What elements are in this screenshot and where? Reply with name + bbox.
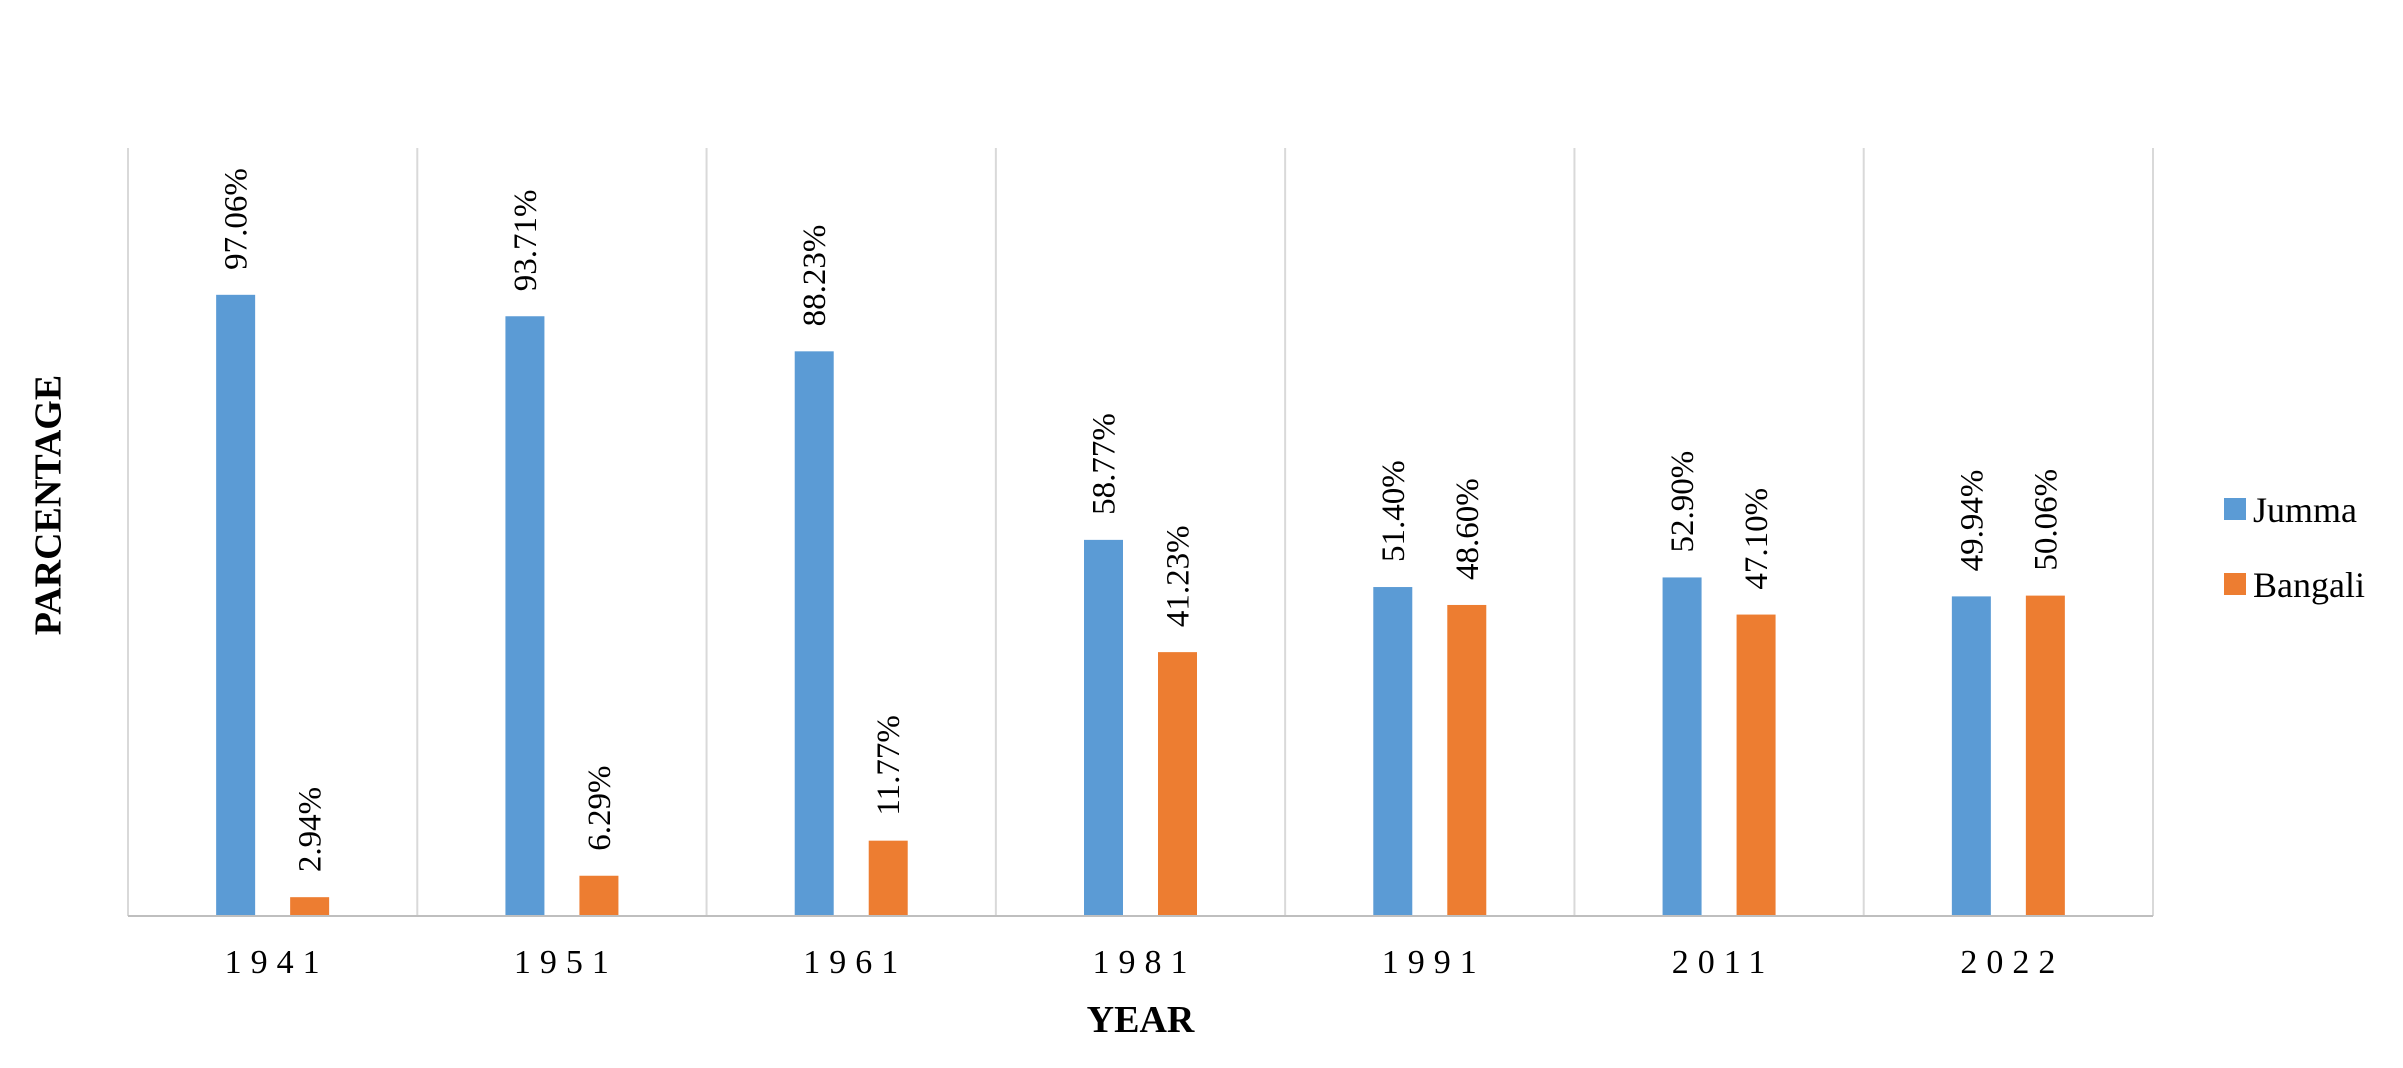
x-tick-label: 1941 bbox=[225, 944, 329, 981]
x-tick-label: 1991 bbox=[1382, 944, 1486, 981]
data-label-jumma-1951: 93.71% bbox=[508, 190, 544, 292]
bar-jumma-1961 bbox=[794, 351, 834, 916]
data-label-jumma-2022: 49.94% bbox=[1954, 470, 1990, 572]
x-tick-labels: 1941 1951 1961 1981 1991 2011 2022 bbox=[225, 944, 2064, 981]
data-label-jumma-1981: 58.77% bbox=[1087, 413, 1123, 515]
bar-bangali-1991 bbox=[1447, 604, 1487, 916]
bar-jumma-2022 bbox=[1951, 596, 1991, 916]
legend-swatch-bangali bbox=[2224, 573, 2246, 595]
bar-jumma-1941 bbox=[216, 294, 256, 916]
data-label-jumma-1941: 97.06% bbox=[219, 168, 255, 270]
bar-jumma-1951 bbox=[505, 316, 545, 917]
x-tick-label: 2011 bbox=[1672, 944, 1775, 981]
data-label-bangali-2011: 47.10% bbox=[1739, 488, 1775, 590]
bar-bangali-1961 bbox=[868, 840, 908, 916]
legend-swatch-jumma bbox=[2224, 498, 2246, 520]
data-label-jumma-2011: 52.90% bbox=[1665, 451, 1701, 553]
data-label-jumma-1961: 88.23% bbox=[797, 225, 833, 327]
x-tick-label: 1951 bbox=[514, 944, 618, 981]
bar-bangali-1951 bbox=[579, 875, 619, 916]
legend-label-bangali: Bangali bbox=[2253, 565, 2365, 605]
x-tick-label: 1981 bbox=[1093, 944, 1197, 981]
x-axis-title: YEAR bbox=[1087, 999, 1195, 1041]
bar-jumma-1981 bbox=[1084, 539, 1123, 916]
data-label-jumma-1991: 51.40% bbox=[1376, 460, 1412, 562]
bar-bangali-1941 bbox=[290, 897, 330, 916]
data-label-bangali-2022: 50.06% bbox=[2028, 469, 2064, 571]
x-tick-label: 2022 bbox=[1960, 944, 2064, 981]
data-label-bangali-1981: 41.23% bbox=[1161, 525, 1197, 627]
y-axis-title: PARCENTAGE bbox=[28, 375, 70, 635]
bars bbox=[216, 294, 2065, 917]
bar-bangali-2022 bbox=[2025, 595, 2065, 916]
data-label-bangali-1961: 11.77% bbox=[871, 715, 907, 816]
legend-label-jumma: Jumma bbox=[2253, 490, 2357, 530]
bar-bangali-2011 bbox=[1736, 614, 1776, 916]
x-tick-label: 1961 bbox=[803, 944, 907, 981]
bar-jumma-1991 bbox=[1373, 587, 1413, 916]
bar-bangali-1981 bbox=[1158, 652, 1197, 916]
bar-jumma-2011 bbox=[1662, 577, 1702, 916]
data-label-bangali-1951: 6.29% bbox=[582, 765, 618, 850]
grid-lines bbox=[127, 148, 2154, 916]
data-labels: 97.06% 93.71% 88.23% 58.77% 51.40% 52.90% 49.9… bbox=[219, 168, 2065, 872]
legend: Jumma Bangali bbox=[2224, 490, 2365, 605]
data-label-bangali-1991: 48.60% bbox=[1450, 478, 1486, 580]
data-label-bangali-1941: 2.94% bbox=[293, 787, 329, 872]
